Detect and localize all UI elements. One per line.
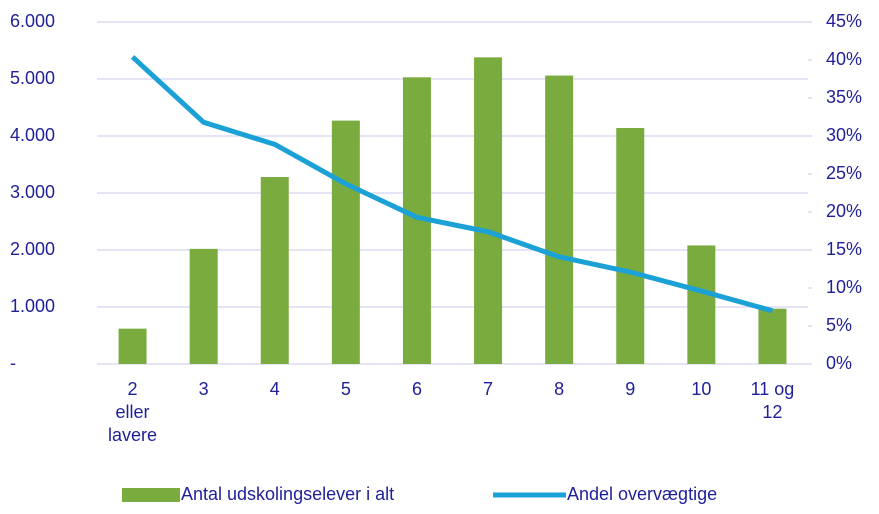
y2-tick-label: 35%: [826, 87, 862, 107]
y-tick-label: -: [10, 353, 16, 373]
x-tick-label: 7: [483, 379, 493, 399]
y-tick-label: 5.000: [10, 68, 55, 88]
x-tick-label: 8: [554, 379, 564, 399]
y-tick-label: 3.000: [10, 182, 55, 202]
y2-tick-label: 30%: [826, 125, 862, 145]
legend-label: Andel overvægtige: [567, 484, 717, 504]
legend-swatch: [122, 488, 180, 502]
x-tick-label: 11 og 12: [751, 379, 795, 422]
bar: [616, 128, 645, 364]
y-tick-label: 4.000: [10, 125, 55, 145]
bar: [687, 245, 716, 364]
y2-tick-label: 25%: [826, 163, 862, 183]
y2-tick-label: 0%: [826, 353, 852, 373]
bar: [331, 120, 360, 364]
y-tick-label: 2.000: [10, 239, 55, 259]
bar: [118, 328, 147, 364]
x-tick-label: 2 eller lavere: [108, 379, 157, 445]
y2-tick-label: 20%: [826, 201, 862, 221]
bar: [474, 57, 503, 365]
line: [130, 55, 774, 314]
y2-tick-label: 15%: [826, 239, 862, 259]
x-tick-label: 3: [199, 379, 209, 399]
x-tick-label: 9: [625, 379, 635, 399]
bar: [758, 308, 787, 364]
legend-label: Antal udskolingselever i alt: [181, 484, 394, 504]
y2-tick-label: 10%: [826, 277, 862, 297]
x-tick-label: 4: [270, 379, 280, 399]
bar: [260, 177, 289, 364]
x-tick-label: 5: [341, 379, 351, 399]
y2-tick-label: 5%: [826, 315, 852, 335]
bar: [189, 248, 218, 364]
x-tick-label: 6: [412, 379, 422, 399]
bar: [545, 75, 574, 364]
y-tick-label: 6.000: [10, 11, 55, 31]
y2-tick-label: 40%: [826, 49, 862, 69]
y-tick-label: 1.000: [10, 296, 55, 316]
x-tick-label: 10: [691, 379, 711, 399]
y2-tick-label: 45%: [826, 11, 862, 31]
